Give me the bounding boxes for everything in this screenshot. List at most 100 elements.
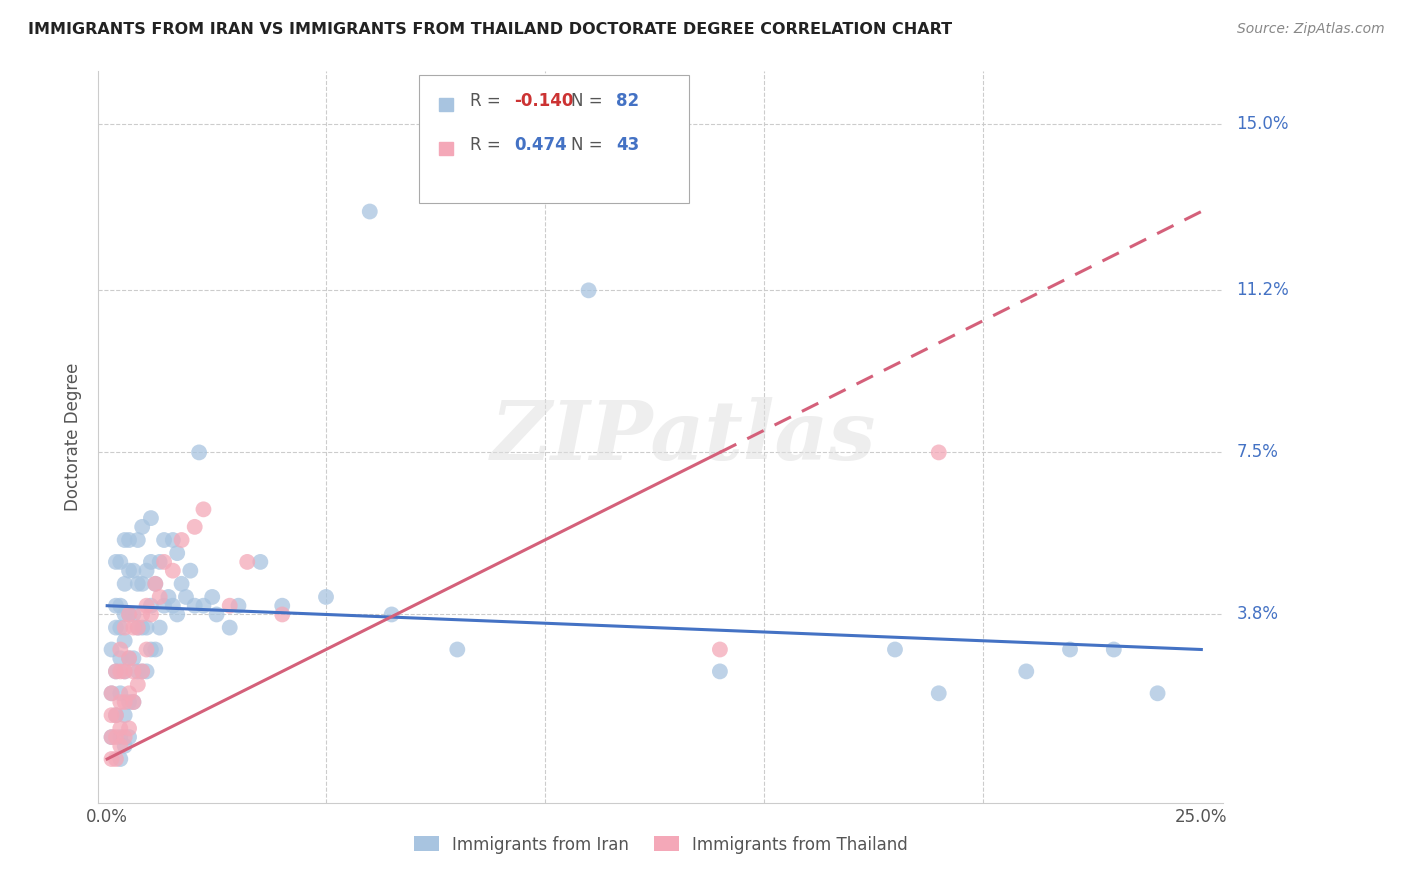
Point bbox=[110, 642, 132, 657]
Point bbox=[131, 665, 153, 679]
Point bbox=[143, 642, 166, 657]
Point bbox=[118, 695, 141, 709]
Point bbox=[122, 564, 145, 578]
Y-axis label: Doctorate Degree: Doctorate Degree bbox=[65, 363, 83, 511]
Point bbox=[114, 708, 136, 723]
FancyBboxPatch shape bbox=[419, 75, 689, 203]
Point bbox=[131, 621, 153, 635]
Text: IMMIGRANTS FROM IRAN VS IMMIGRANTS FROM THAILAND DOCTORATE DEGREE CORRELATION CH: IMMIGRANTS FROM IRAN VS IMMIGRANTS FROM … bbox=[28, 22, 952, 37]
Point bbox=[118, 686, 141, 700]
Point bbox=[118, 607, 141, 622]
Point bbox=[122, 621, 145, 635]
Point bbox=[201, 590, 224, 604]
Point bbox=[114, 576, 136, 591]
Point bbox=[162, 599, 184, 613]
Point bbox=[131, 665, 153, 679]
Point bbox=[100, 708, 122, 723]
Point bbox=[104, 665, 127, 679]
Text: ZIPatlas: ZIPatlas bbox=[491, 397, 876, 477]
Point bbox=[114, 730, 136, 744]
Text: N =: N = bbox=[571, 92, 607, 110]
Point bbox=[122, 607, 145, 622]
Point bbox=[928, 445, 950, 459]
Point bbox=[183, 520, 205, 534]
Point bbox=[193, 502, 215, 516]
Point bbox=[127, 677, 149, 691]
Point bbox=[193, 599, 215, 613]
Point bbox=[104, 730, 127, 744]
Point bbox=[149, 590, 172, 604]
Point bbox=[205, 607, 228, 622]
Point bbox=[139, 599, 162, 613]
Point bbox=[135, 621, 157, 635]
Text: R =: R = bbox=[470, 136, 506, 153]
Point bbox=[104, 708, 127, 723]
Point bbox=[183, 599, 205, 613]
Point bbox=[100, 730, 122, 744]
Point bbox=[162, 533, 184, 547]
Point bbox=[170, 576, 193, 591]
Point bbox=[170, 533, 193, 547]
Bar bbox=[439, 142, 453, 154]
Text: -0.140: -0.140 bbox=[515, 92, 574, 110]
Point bbox=[139, 511, 162, 525]
Point bbox=[110, 665, 132, 679]
Point bbox=[928, 686, 950, 700]
Point bbox=[135, 642, 157, 657]
Point bbox=[359, 204, 381, 219]
Point bbox=[114, 739, 136, 753]
Point bbox=[127, 533, 149, 547]
Point bbox=[114, 607, 136, 622]
Point bbox=[709, 642, 731, 657]
Point bbox=[218, 599, 240, 613]
Point bbox=[104, 665, 127, 679]
Point bbox=[110, 651, 132, 665]
Point bbox=[135, 564, 157, 578]
Point bbox=[127, 576, 149, 591]
Point bbox=[139, 607, 162, 622]
Point bbox=[114, 695, 136, 709]
Point bbox=[127, 621, 149, 635]
Text: 0.474: 0.474 bbox=[515, 136, 568, 153]
Text: 43: 43 bbox=[616, 136, 640, 153]
Text: 3.8%: 3.8% bbox=[1236, 606, 1278, 624]
Point bbox=[135, 665, 157, 679]
Point bbox=[104, 555, 127, 569]
Point bbox=[884, 642, 907, 657]
Point bbox=[139, 555, 162, 569]
Point bbox=[104, 708, 127, 723]
Point bbox=[578, 284, 600, 298]
Point bbox=[118, 607, 141, 622]
Text: 7.5%: 7.5% bbox=[1236, 443, 1278, 461]
Point bbox=[381, 607, 404, 622]
Point bbox=[149, 621, 172, 635]
Point bbox=[271, 607, 294, 622]
Point bbox=[118, 533, 141, 547]
Point bbox=[131, 607, 153, 622]
Point bbox=[114, 665, 136, 679]
Point bbox=[249, 555, 271, 569]
Point bbox=[114, 633, 136, 648]
Point bbox=[188, 445, 211, 459]
Text: R =: R = bbox=[470, 92, 506, 110]
Point bbox=[166, 607, 188, 622]
Point bbox=[446, 642, 468, 657]
Point bbox=[127, 665, 149, 679]
Point bbox=[114, 621, 136, 635]
Point bbox=[218, 621, 240, 635]
Point bbox=[114, 665, 136, 679]
Point bbox=[114, 533, 136, 547]
Point bbox=[174, 590, 197, 604]
Point bbox=[139, 642, 162, 657]
Point bbox=[118, 564, 141, 578]
Point bbox=[162, 564, 184, 578]
Point bbox=[110, 722, 132, 736]
Point bbox=[100, 730, 122, 744]
Text: 11.2%: 11.2% bbox=[1236, 281, 1289, 300]
Point bbox=[100, 686, 122, 700]
Point bbox=[110, 555, 132, 569]
Point bbox=[709, 665, 731, 679]
Point bbox=[143, 576, 166, 591]
Point bbox=[118, 730, 141, 744]
Point bbox=[143, 576, 166, 591]
